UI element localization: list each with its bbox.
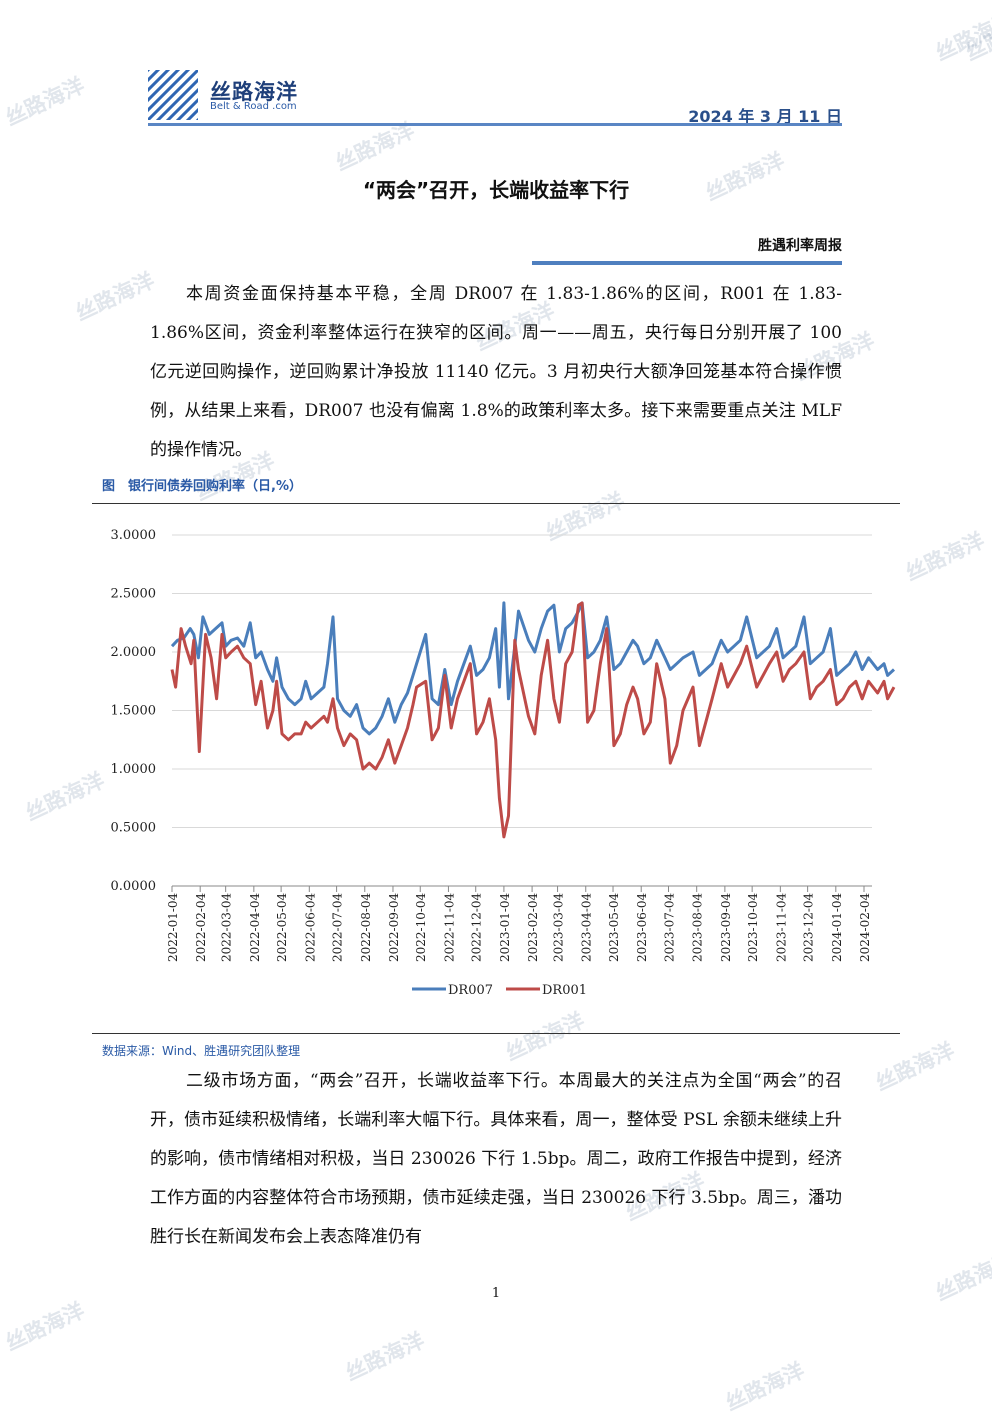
y-axis-ticks: 0.0000 0.5000 1.0000 1.5000 2.0000 2.5000 3.00… — [111, 528, 157, 894]
figure-title: 图 银行间债券回购利率（日,%） — [102, 479, 302, 494]
x-tick-label: 2022-05-04 — [275, 892, 289, 962]
x-tick-label: 2023-11-04 — [774, 892, 788, 962]
logo-text: 丝路海洋 — [210, 80, 298, 104]
chart-series — [170, 601, 896, 839]
series-divider — [532, 261, 842, 265]
x-tick-label: 2022-11-04 — [442, 892, 456, 962]
x-tick-label: 2022-04-04 — [248, 892, 262, 962]
y-tick-label: 3.0000 — [111, 528, 157, 543]
watermark-logo: 丝路海洋 — [1, 1298, 88, 1356]
page-number: 1 — [491, 1286, 501, 1301]
body-paragraph-1: 本周资金面保持基本平稳，全周 DR007 在 1.83-1.86%的区间，R00… — [150, 284, 842, 460]
page-title: “两会”召开，长端收益率下行 — [362, 178, 630, 202]
logo-icon — [148, 70, 198, 120]
figure-bottom-rule — [92, 1033, 900, 1034]
watermark-logo: 丝路海洋 — [71, 268, 158, 326]
x-tick-label: 2022-08-04 — [359, 892, 373, 962]
x-tick-label: 2022-10-04 — [414, 892, 428, 962]
x-tick-label: 2022-06-04 — [303, 892, 317, 962]
x-tick-label: 2023-08-04 — [691, 892, 705, 962]
y-tick-label: 2.0000 — [111, 645, 157, 660]
figure-source: 数据来源：Wind、胜遇研究团队整理 — [102, 1044, 301, 1058]
x-tick-label: 2023-03-04 — [552, 892, 566, 962]
x-tick-label: 2022-07-04 — [331, 892, 345, 962]
x-tick-label: 2023-09-04 — [719, 892, 733, 962]
y-tick-label: 2.5000 — [111, 587, 157, 602]
legend-label: DR007 — [448, 983, 493, 998]
watermark-logo: 丝路海洋 — [901, 528, 988, 586]
report-date: 2024 年 3 月 11 日 — [688, 107, 842, 126]
y-tick-label: 0.5000 — [111, 821, 157, 836]
logo-subtext: Belt & Road .com — [210, 101, 297, 112]
x-tick-label: 2023-04-04 — [580, 892, 594, 962]
x-tick-label: 2022-01-04 — [166, 892, 180, 962]
chart-legend: DR007 DR001 — [412, 983, 587, 998]
watermark-logo: 丝路海洋 — [341, 1328, 428, 1386]
x-tick-label: 2023-06-04 — [635, 892, 649, 962]
watermark-logo: 丝路海洋 — [721, 1358, 808, 1416]
x-tick-label: 2023-10-04 — [746, 892, 760, 962]
x-tick-label: 2022-03-04 — [220, 892, 234, 962]
x-axis-ticks: 2022-01-04 2022-02-04 2022-03-04 2022-04-04… — [166, 886, 872, 962]
watermark-logo: 丝路海洋 — [1, 73, 88, 131]
legend-label: DR001 — [542, 983, 587, 998]
x-tick-label: 2024-02-04 — [858, 892, 872, 962]
x-tick-label: 2023-07-04 — [662, 892, 676, 962]
y-tick-label: 1.5000 — [111, 704, 157, 719]
x-tick-label: 2023-05-04 — [607, 892, 621, 962]
chart-gridlines — [172, 534, 872, 887]
y-tick-label: 0.0000 — [111, 879, 157, 894]
watermark-logo: 丝路海洋 — [871, 1038, 958, 1096]
x-tick-label: 2023-01-04 — [498, 892, 512, 962]
x-tick-label: 2022-02-04 — [194, 892, 208, 962]
header-divider — [148, 123, 842, 126]
x-tick-label: 2023-12-04 — [802, 892, 816, 962]
repo-rate-chart: 0.0000 0.5000 1.0000 1.5000 2.0000 2.5000 3.00… — [111, 528, 896, 998]
x-tick-label: 2023-02-04 — [526, 892, 540, 962]
x-tick-label: 2022-09-04 — [387, 892, 401, 962]
x-tick-label: 2024-01-04 — [830, 892, 844, 962]
series-line-dr007 — [170, 601, 896, 736]
report-series-name: 胜遇利率周报 — [758, 238, 842, 254]
series-line-dr001 — [170, 601, 896, 839]
y-tick-label: 1.0000 — [111, 762, 157, 777]
body-paragraph-2: 二级市场方面，“两会”召开，长端收益率下行。本周最大的关注点为全国“两会”的召开… — [150, 1071, 842, 1247]
figure-top-rule — [92, 503, 900, 504]
x-tick-label: 2022-12-04 — [470, 892, 484, 962]
